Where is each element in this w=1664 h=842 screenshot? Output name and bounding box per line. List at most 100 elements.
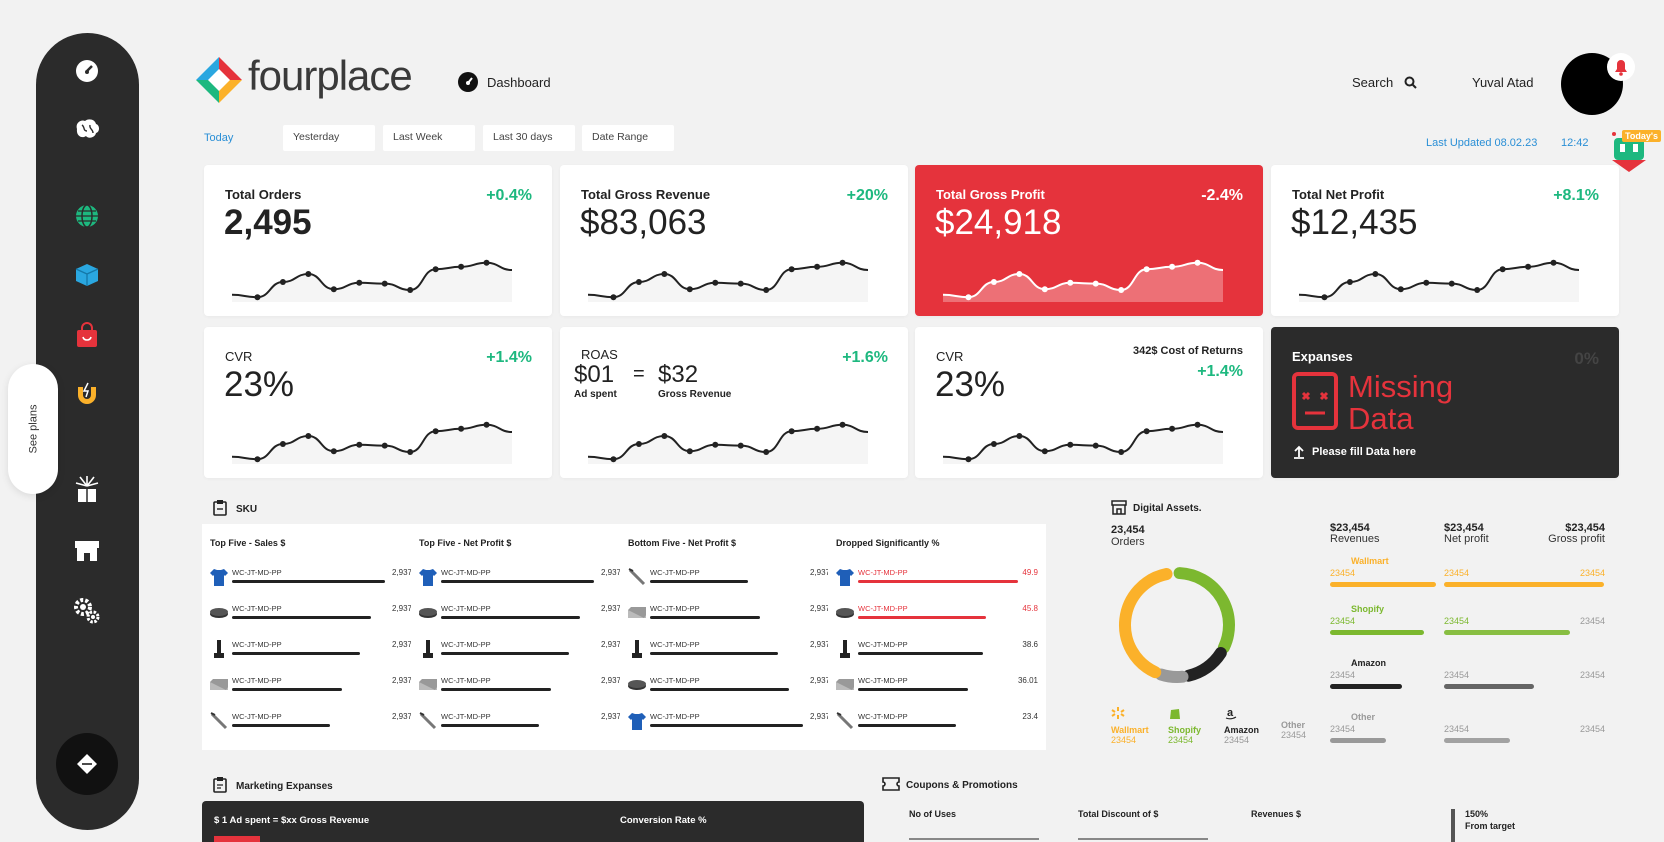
sku-row[interactable]: WC-JT-MD-PP 2,937	[411, 636, 629, 674]
channel-legend-item[interactable]: Shopify 23454	[1168, 706, 1201, 745]
sku-row[interactable]: WC-JT-MD-PP 2,937	[411, 600, 629, 638]
sparkline-point	[990, 441, 997, 447]
sku-row[interactable]: WC-JT-MD-PP 2,937	[202, 708, 420, 746]
filter-today[interactable]: Today	[204, 132, 234, 144]
sku-row[interactable]: WC-JT-MD-PP 23.4	[828, 708, 1046, 746]
channel-legend-item[interactable]: Wallmart 23454	[1111, 706, 1149, 745]
cube-icon[interactable]	[69, 257, 105, 293]
brain-icon[interactable]	[69, 111, 105, 147]
sparkline-point	[1372, 271, 1379, 277]
kpi-gross-revenue[interactable]: Total Gross Revenue $83,063 +20%	[560, 165, 908, 316]
filter-date-range[interactable]: Date Range	[582, 125, 674, 151]
kpi-net-profit[interactable]: Total Net Profit $12,435 +8.1%	[1271, 165, 1619, 316]
sparkline-point	[458, 425, 465, 432]
kpi-value: 23%	[224, 365, 295, 404]
store-icon[interactable]	[69, 532, 105, 568]
sku-value: 2,937	[600, 676, 621, 685]
kpi-change: 0%	[1574, 349, 1599, 368]
marketing-bar	[214, 836, 260, 842]
net-profit-bar	[1444, 684, 1534, 689]
sku-row[interactable]: WC-JT-MD-PP 2,937	[620, 564, 838, 602]
sku-row[interactable]: WC-JT-MD-PP 38.6	[828, 636, 1046, 674]
globe-icon[interactable]	[69, 198, 105, 234]
sku-row[interactable]: WC-JT-MD-PP 2,937	[411, 708, 629, 746]
kpi-roas[interactable]: ROAS $01 = $32 Ad spent Gross Revenue +1…	[560, 327, 908, 478]
sku-row[interactable]: WC-JT-MD-PP 2,937	[620, 600, 838, 638]
sku-row[interactable]: WC-JT-MD-PP 2,937	[202, 564, 420, 602]
sparkline-point	[1474, 287, 1481, 293]
fill-data-link[interactable]: Please fill Data here	[1312, 446, 1416, 458]
upload-icon	[1294, 445, 1304, 459]
gross-profit-label: Gross profit	[1548, 533, 1605, 545]
sku-bar	[858, 688, 968, 691]
send-button[interactable]	[56, 733, 118, 795]
sparkline-point	[712, 441, 719, 448]
kpi-change: +1.6%	[842, 349, 888, 366]
sparkline	[231, 421, 513, 464]
sku-row[interactable]: WC-JT-MD-PP 36.01	[828, 672, 1046, 710]
channel-legend-item[interactable]: Other 23454	[1281, 706, 1306, 740]
sku-row[interactable]: WC-JT-MD-PP 2,937	[620, 708, 838, 746]
search-label[interactable]: Search	[1352, 75, 1394, 90]
kpi-value: 23%	[935, 365, 1006, 404]
user-name[interactable]: Yuval Atad	[1472, 75, 1534, 90]
magnet-icon[interactable]	[69, 376, 105, 412]
kpi-total-orders[interactable]: Total Orders 2,495 +0.4%	[204, 165, 552, 316]
orders-label: Orders	[1111, 536, 1145, 548]
sparkline-point	[1016, 271, 1023, 277]
sparkline-point	[381, 442, 388, 449]
sku-row[interactable]: WC-JT-MD-PP 45.8	[828, 600, 1046, 638]
sku-row[interactable]: WC-JT-MD-PP 2,937	[202, 600, 420, 638]
sparkline-point	[279, 279, 286, 285]
sparkline-point	[1448, 280, 1455, 287]
filter-last-week[interactable]: Last Week	[383, 125, 475, 151]
sku-code: WC-JT-MD-PP	[650, 640, 700, 649]
sku-row[interactable]: WC-JT-MD-PP 2,937	[620, 672, 838, 710]
box-icon	[836, 679, 854, 690]
sparkline-point	[661, 271, 668, 277]
kpi-change: +1.4%	[1197, 363, 1243, 380]
sku-row[interactable]: WC-JT-MD-PP 2,937	[202, 672, 420, 710]
shopping-bag-icon[interactable]	[69, 317, 105, 353]
sparkline-point	[254, 294, 261, 301]
sku-code: WC-JT-MD-PP	[232, 712, 282, 721]
kpi-gross-profit[interactable]: Total Gross Profit $24,918 -2.4%	[915, 165, 1263, 316]
roas-ad-value: $01	[574, 361, 615, 388]
sku-code: WC-JT-MD-PP	[232, 568, 282, 577]
channel-row-name: Shopify	[1351, 604, 1384, 614]
clipboard-icon	[213, 500, 227, 516]
sparkline-point	[1397, 286, 1404, 293]
sparkline-point	[432, 428, 439, 435]
kpi-cvr-returns[interactable]: CVR 23% 342$ Cost of Returns +1.4%	[915, 327, 1263, 478]
sku-value: 2,937	[600, 604, 621, 613]
kpi-change: +1.4%	[486, 349, 532, 366]
target-label: From target	[1465, 821, 1516, 831]
see-plans-tab[interactable]: See plans	[8, 364, 58, 494]
kpi-cvr[interactable]: CVR 23% +1.4%	[204, 327, 552, 478]
search-icon[interactable]	[1404, 76, 1417, 89]
sparkline-point	[330, 448, 337, 455]
sku-bar	[858, 652, 983, 655]
todays-badge[interactable]: Today's	[1606, 128, 1661, 174]
kpi-value: 2,495	[224, 203, 312, 242]
orders-donut-chart[interactable]	[1112, 560, 1242, 690]
sku-row[interactable]: WC-JT-MD-PP 49.9	[828, 564, 1046, 602]
sku-row[interactable]: WC-JT-MD-PP 2,937	[202, 636, 420, 674]
sku-row[interactable]: WC-JT-MD-PP 2,937	[620, 636, 838, 674]
net-profit-label: Net profit	[1444, 533, 1489, 545]
sku-bar	[232, 652, 360, 655]
filter-last-30-days[interactable]: Last 30 days	[483, 125, 575, 151]
kpi-expanses[interactable]: Expanses 0% Missing Data Please fill Dat…	[1271, 327, 1619, 478]
sku-row[interactable]: WC-JT-MD-PP 2,937	[411, 672, 629, 710]
filter-yesterday[interactable]: Yesterday	[283, 125, 375, 151]
sku-row[interactable]: WC-JT-MD-PP 2,937	[411, 564, 629, 602]
dashboard-gauge-icon[interactable]	[69, 53, 105, 89]
channel-legend-item[interactable]: a Amazon 23454	[1224, 706, 1259, 745]
kpi-value: $24,918	[935, 203, 1062, 242]
settings-gears-icon[interactable]	[69, 593, 105, 629]
notification-bell-icon[interactable]	[1606, 52, 1636, 82]
sparkline	[1298, 259, 1580, 302]
gift-box-icon[interactable]	[69, 471, 105, 507]
nav-dashboard-link[interactable]: Dashboard	[487, 75, 551, 90]
sparkline-point	[305, 433, 312, 439]
